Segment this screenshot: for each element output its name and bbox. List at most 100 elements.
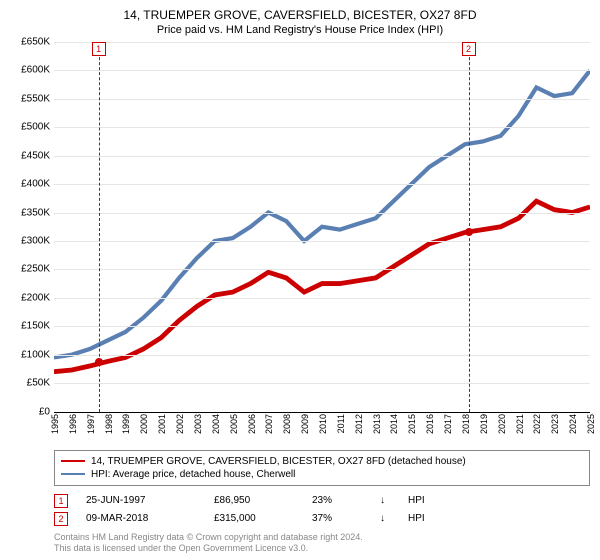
down-arrow-icon: ↓ (380, 495, 390, 506)
chart-container: 14, TRUEMPER GROVE, CAVERSFIELD, BICESTE… (0, 0, 600, 560)
x-tick-label: 1999 (121, 414, 131, 434)
y-tick-label: £650K (21, 37, 50, 48)
sale-pct: 37% (312, 513, 362, 524)
marker-dot (95, 358, 103, 366)
x-tick-label: 2006 (247, 414, 257, 434)
marker-line (99, 42, 100, 412)
legend-label: HPI: Average price, detached house, Cher… (91, 469, 295, 480)
gridline-horizontal (54, 241, 590, 242)
marker-dot (465, 228, 473, 236)
x-tick-label: 2008 (282, 414, 292, 434)
marker-badge: 1 (92, 42, 106, 56)
sale-vs-label: HPI (408, 495, 438, 506)
x-tick-label: 1996 (68, 414, 78, 434)
x-tick-label: 2013 (372, 414, 382, 434)
x-tick-label: 2002 (175, 414, 185, 434)
x-tick-label: 2018 (461, 414, 471, 434)
title-sub: Price paid vs. HM Land Registry's House … (10, 24, 590, 36)
gridline-horizontal (54, 70, 590, 71)
y-axis: £0£50K£100K£150K£200K£250K£300K£350K£400… (10, 42, 54, 412)
sale-row: 2 09-MAR-2018 £315,000 37% ↓ HPI (54, 510, 590, 528)
sale-badge: 2 (54, 512, 68, 526)
plot-area: 12 (54, 42, 590, 412)
gridline-horizontal (54, 269, 590, 270)
x-tick-label: 2021 (515, 414, 525, 434)
gridline-horizontal (54, 383, 590, 384)
sale-vs-label: HPI (408, 513, 438, 524)
sale-price: £86,950 (214, 495, 294, 506)
legend-label: 14, TRUEMPER GROVE, CAVERSFIELD, BICESTE… (91, 456, 466, 467)
gridline-horizontal (54, 184, 590, 185)
legend-swatch (61, 473, 85, 475)
title-main: 14, TRUEMPER GROVE, CAVERSFIELD, BICESTE… (10, 8, 590, 22)
x-tick-label: 2015 (407, 414, 417, 434)
y-tick-label: £500K (21, 122, 50, 133)
gridline-horizontal (54, 326, 590, 327)
y-tick-label: £250K (21, 264, 50, 275)
x-tick-label: 2023 (550, 414, 560, 434)
x-tick-label: 2025 (586, 414, 596, 434)
x-tick-label: 2007 (264, 414, 274, 434)
y-tick-label: £200K (21, 292, 50, 303)
x-tick-label: 2005 (229, 414, 239, 434)
legend-row: 14, TRUEMPER GROVE, CAVERSFIELD, BICESTE… (61, 455, 583, 468)
gridline-horizontal (54, 156, 590, 157)
sale-badge: 1 (54, 494, 68, 508)
x-tick-label: 2011 (336, 414, 346, 433)
footer-line-2: This data is licensed under the Open Gov… (54, 543, 590, 554)
y-tick-label: £100K (21, 349, 50, 360)
line-chart-svg (54, 42, 590, 412)
x-tick-label: 1997 (86, 414, 96, 434)
x-tick-label: 2022 (532, 414, 542, 434)
y-tick-label: £550K (21, 93, 50, 104)
gridline-horizontal (54, 298, 590, 299)
y-tick-label: £300K (21, 235, 50, 246)
marker-badge: 2 (462, 42, 476, 56)
sale-date: 09-MAR-2018 (86, 513, 196, 524)
y-tick-label: £50K (27, 378, 50, 389)
x-tick-label: 2001 (157, 414, 167, 434)
x-tick-label: 1995 (50, 414, 60, 434)
footer: Contains HM Land Registry data © Crown c… (54, 532, 590, 555)
x-axis: 1995 1996 1997 1998 1999 2000 2001 2002 2003 2004… (10, 412, 590, 446)
x-tick-label: 2014 (389, 414, 399, 434)
footer-line-1: Contains HM Land Registry data © Crown c… (54, 532, 590, 543)
titles: 14, TRUEMPER GROVE, CAVERSFIELD, BICESTE… (10, 8, 590, 36)
x-tick-label: 2010 (318, 414, 328, 434)
legend-swatch (61, 460, 85, 462)
marker-line (469, 42, 470, 412)
x-tick-label: 1998 (104, 414, 114, 434)
x-tick-label: 2016 (425, 414, 435, 434)
y-tick-label: £400K (21, 179, 50, 190)
sale-date: 25-JUN-1997 (86, 495, 196, 506)
x-axis-labels: 1995199619971998199920002001200220032004… (54, 412, 590, 446)
gridline-horizontal (54, 213, 590, 214)
x-tick-label: 2009 (300, 414, 310, 434)
gridline-horizontal (54, 42, 590, 43)
chart-area: £0£50K£100K£150K£200K£250K£300K£350K£400… (10, 42, 590, 412)
legend: 14, TRUEMPER GROVE, CAVERSFIELD, BICESTE… (54, 450, 590, 486)
y-tick-label: £450K (21, 150, 50, 161)
sales-table: 1 25-JUN-1997 £86,950 23% ↓ HPI 2 09-MAR-2018 £3… (54, 492, 590, 528)
sale-row: 1 25-JUN-1997 £86,950 23% ↓ HPI (54, 492, 590, 510)
legend-row: HPI: Average price, detached house, Cher… (61, 468, 583, 481)
down-arrow-icon: ↓ (380, 513, 390, 524)
x-tick-label: 2004 (211, 414, 221, 434)
y-tick-label: £150K (21, 321, 50, 332)
y-tick-label: £600K (21, 65, 50, 76)
x-tick-label: 2012 (354, 414, 364, 434)
series-line (54, 70, 590, 357)
x-tick-label: 2017 (443, 414, 453, 434)
x-tick-label: 2000 (139, 414, 149, 434)
y-tick-label: £350K (21, 207, 50, 218)
sale-pct: 23% (312, 495, 362, 506)
y-tick-label: £0 (39, 406, 50, 417)
gridline-horizontal (54, 127, 590, 128)
x-tick-label: 2019 (479, 414, 489, 434)
sale-price: £315,000 (214, 513, 294, 524)
gridline-horizontal (54, 355, 590, 356)
x-tick-label: 2003 (193, 414, 203, 434)
gridline-horizontal (54, 99, 590, 100)
x-tick-label: 2024 (568, 414, 578, 434)
x-tick-label: 2020 (497, 414, 507, 434)
